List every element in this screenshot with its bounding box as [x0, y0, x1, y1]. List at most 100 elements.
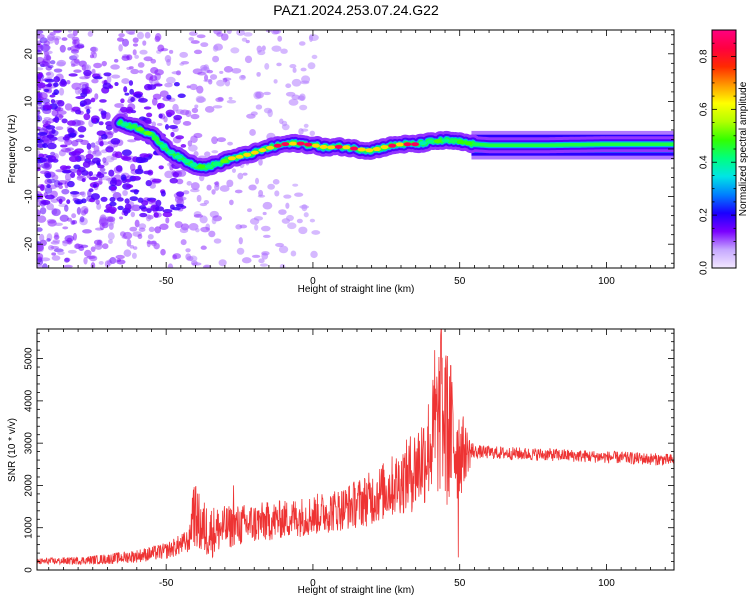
- snr-y-tick-label: 5000: [24, 347, 35, 370]
- spectrogram-peak-spot: [449, 139, 458, 144]
- spectrogram-noise-blob: [124, 198, 130, 204]
- spectrogram-noise-blob: [249, 217, 260, 225]
- spectrogram-noise-blob: [278, 209, 287, 215]
- spectrogram-peak-spot: [311, 143, 320, 148]
- spectrogram-noise-blob: [57, 251, 65, 256]
- spectrogram-noise-blob: [165, 217, 170, 224]
- spectrogram-noise-blob: [91, 78, 99, 84]
- spectrogram-noise-blob: [91, 157, 101, 164]
- spectrogram-noise-blob: [196, 85, 204, 94]
- spectrogram-noise-blob: [185, 248, 191, 253]
- spectrogram-noise-blob: [194, 104, 199, 109]
- spectrogram-noise-blob: [58, 87, 65, 96]
- spectrogram-noise-blob: [59, 165, 68, 171]
- snr-y-tick-label: 0: [24, 567, 35, 573]
- spectrogram-noise-blob: [196, 34, 206, 39]
- spectrogram-noise-blob: [37, 82, 46, 89]
- spectrogram-y-tick-label: 20: [24, 48, 35, 60]
- spectrogram-peak-spot: [197, 164, 206, 169]
- spectrogram-noise-blob: [129, 189, 140, 193]
- spectrogram-noise-blob: [129, 163, 136, 172]
- spectrogram-noise-blob: [139, 205, 147, 210]
- spectrogram-peak-spot: [304, 142, 313, 147]
- spectrogram-noise-blob: [59, 144, 68, 148]
- spectrogram-noise-blob: [144, 31, 151, 39]
- spectrogram-noise-blob: [255, 104, 263, 110]
- spectrogram-noise-blob: [85, 153, 94, 160]
- spectrogram-noise-blob: [113, 58, 119, 63]
- spectrogram-noise-blob: [118, 44, 123, 52]
- spectrogram-noise-blob: [263, 107, 273, 114]
- spectrogram-noise-blob: [81, 177, 86, 183]
- spectrogram-noise-blob: [129, 88, 135, 95]
- spectrogram-noise-blob: [164, 123, 170, 130]
- spectrogram-noise-blob: [236, 247, 245, 255]
- spectrogram-noise-blob: [102, 243, 109, 250]
- spectrogram-noise-blob: [49, 94, 56, 98]
- spectrogram-noise-blob: [149, 199, 156, 203]
- spectrogram-noise-blob: [133, 93, 143, 98]
- spectrogram-noise-blob: [287, 222, 297, 230]
- spectrogram-noise-blob: [188, 31, 198, 36]
- spectrogram-noise-blob: [64, 103, 73, 111]
- spectrogram-noise-blob: [57, 100, 65, 107]
- spectrogram-peak-spot: [121, 122, 130, 127]
- spectrogram-x-tick-label: -50: [159, 276, 174, 287]
- spectrogram-noise-blob: [51, 109, 59, 117]
- spectrogram-noise-blob: [303, 212, 309, 218]
- spectrogram-noise-blob: [146, 112, 153, 118]
- spectrogram-noise-blob: [43, 50, 50, 57]
- spectrogram-noise-blob: [63, 257, 70, 263]
- spectrogram-noise-blob: [59, 214, 69, 222]
- spectrogram-peak-spot: [350, 146, 359, 151]
- spectrogram-noise-blob: [212, 55, 220, 63]
- spectrogram-noise-blob: [204, 105, 215, 113]
- spectrogram-noise-blob: [37, 67, 44, 71]
- spectrogram-noise-blob: [160, 190, 166, 197]
- spectrogram-noise-blob: [174, 221, 183, 229]
- spectrogram-noise-blob: [311, 230, 321, 235]
- spectrogram-noise-blob: [99, 222, 105, 231]
- spectrogram-noise-blob: [67, 217, 73, 222]
- spectrogram-noise-blob: [67, 30, 72, 33]
- spectrogram-noise-blob: [126, 238, 132, 247]
- spectrogram-noise-blob: [37, 137, 42, 144]
- spectrogram-noise-blob: [169, 177, 178, 184]
- spectrogram-noise-blob: [82, 88, 88, 95]
- spectrogram-noise-blob: [230, 47, 240, 54]
- spectrogram-noise-blob: [234, 189, 243, 194]
- spectrogram-noise-blob: [191, 107, 199, 114]
- spectrogram-noise-blob: [44, 172, 52, 179]
- spectrogram-noise-blob: [151, 121, 157, 127]
- spectrogram-noise-blob: [309, 218, 316, 223]
- spectrogram-noise-blob: [227, 141, 233, 146]
- spectrogram-noise-blob: [250, 111, 258, 116]
- colorbar: 0.0 0.2 0.4 0.6 0.8 Normalized spectral ampl…: [699, 29, 749, 275]
- spectrogram-noise-blob: [214, 183, 220, 191]
- spectrogram-noise-blob: [216, 79, 225, 87]
- spectrogram-noise-blob: [175, 135, 185, 140]
- spectrogram-noise-blob: [75, 120, 85, 126]
- spectrogram-noise-blob: [292, 183, 299, 187]
- spectrogram-peak-spot: [411, 142, 420, 147]
- spectrogram-noise-blob: [123, 249, 132, 257]
- spectrogram-noise-blob: [108, 169, 115, 177]
- spectrogram-noise-blob: [37, 253, 44, 261]
- spectrogram-noise-blob: [81, 191, 86, 198]
- spectrogram-noise-blob: [41, 137, 52, 143]
- spectrogram-noise-blob: [143, 170, 152, 175]
- spectrogram-noise-blob: [109, 257, 117, 265]
- spectrogram-noise-blob: [249, 129, 256, 136]
- spectrogram-noise-blob: [158, 113, 163, 119]
- spectrogram-noise-blob: [40, 162, 51, 169]
- spectrogram-noise-blob: [122, 38, 130, 47]
- spectrogram-peak-spot: [266, 145, 275, 150]
- spectrogram-noise-blob: [50, 245, 60, 250]
- spectrogram-noise-blob: [228, 96, 233, 100]
- spectrogram-noise-blob: [190, 40, 200, 44]
- spectrogram-noise-blob: [88, 176, 99, 181]
- spectrogram-noise-blob: [180, 239, 187, 246]
- spectrogram-noise-blob: [169, 204, 175, 210]
